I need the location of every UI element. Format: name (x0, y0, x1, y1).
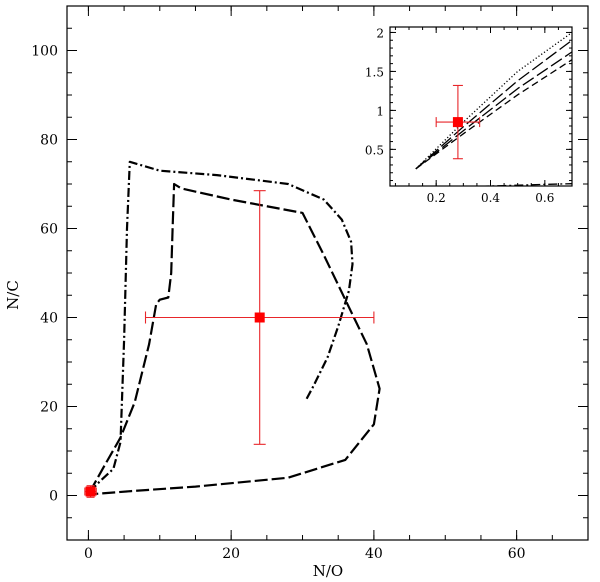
inset-y-tick-label: 0.5 (365, 143, 384, 157)
inset-data-point (435, 84, 481, 160)
main-data (84, 160, 381, 498)
inset-x-tick-label: 0.2 (427, 191, 446, 205)
main-plot: 0 20 40 60 0 20 40 60 80 100 (31, 5, 589, 562)
inset-series-3-line (415, 51, 572, 170)
main-y-tick-label: 40 (40, 311, 58, 327)
inset-y-tick-label: 1 (376, 104, 384, 118)
inset-y-tick-label: 1.5 (365, 65, 384, 79)
y-axis-label: N/C (4, 280, 22, 310)
inset-data (415, 31, 572, 186)
main-origin-point-marker (85, 486, 96, 497)
main-y-tick-label: 80 (40, 133, 58, 149)
main-y-tick-label: 100 (31, 44, 58, 60)
inset-data-point-marker (452, 117, 463, 128)
inset-plot: 0.2 0.4 0.6 0.5 1 1.5 2 (365, 26, 573, 205)
main-series-1-line (89, 160, 354, 493)
inset-y-tick-label: 2 (376, 26, 384, 40)
main-frame (66, 5, 589, 541)
x-axis-label: N/O (313, 562, 343, 580)
main-x-tick-label: 20 (222, 546, 240, 562)
inset-frame (389, 26, 573, 187)
main-data-point (144, 190, 375, 445)
main-x-tick-label: 40 (365, 546, 383, 562)
inset-x-tick-label: 0.4 (481, 191, 500, 205)
main-x-tick-label: 0 (84, 546, 93, 562)
main-y-tick-label: 20 (40, 400, 58, 416)
main-series-2-line (88, 182, 381, 496)
main-y-tick-label: 0 (49, 489, 58, 505)
main-origin-point (84, 485, 97, 498)
inset-series-4-line (415, 59, 572, 170)
inset-x-tick-label: 0.6 (535, 191, 554, 205)
main-x-tick-label: 60 (508, 546, 526, 562)
main-data-point-marker (254, 312, 265, 323)
inset-series-1-line (415, 31, 572, 170)
main-y-tick-label: 60 (40, 222, 58, 238)
